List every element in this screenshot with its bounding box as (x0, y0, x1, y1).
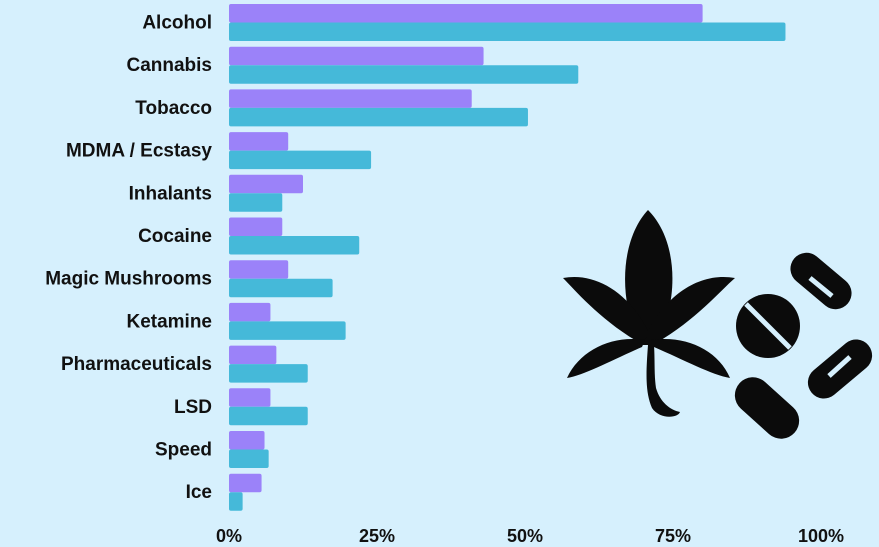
bar-series2 (229, 107, 528, 127)
x-tick-label: 75% (655, 526, 691, 546)
x-tick-label: 50% (507, 526, 543, 546)
x-tick-label: 25% (359, 526, 395, 546)
bar-series2 (229, 150, 372, 170)
x-tick-label: 0% (216, 526, 242, 546)
category-label: Alcohol (142, 13, 212, 34)
bar-series1 (229, 431, 265, 450)
category-labels: Alcohol Cannabis Tobacco MDMA / Ecstasy Inha… (45, 13, 212, 504)
bar-series2 (229, 65, 579, 84)
x-tick-label: 100% (798, 526, 844, 546)
bar-series2 (229, 278, 333, 298)
bar-series1 (229, 89, 472, 108)
category-label: Speed (155, 440, 212, 461)
bar-series1 (229, 4, 703, 23)
bar-series2 (229, 492, 243, 511)
bar-series2 (229, 193, 283, 212)
bar-series1 (229, 388, 271, 407)
bar-series1 (229, 132, 289, 151)
category-label: MDMA / Ecstasy (66, 141, 212, 162)
category-label: Tobacco (135, 98, 212, 119)
category-label: LSD (174, 397, 212, 418)
bar-series2 (229, 406, 308, 426)
bar-series2 (229, 236, 360, 255)
bar-series1 (229, 46, 484, 66)
x-tick-labels: 0% 25% 50% 75% 100% (216, 526, 844, 546)
bar-series1 (229, 302, 271, 322)
bar-series2 (229, 321, 346, 340)
bar-series1 (229, 217, 283, 236)
bar-series2 (229, 22, 786, 41)
bars-group (229, 4, 786, 511)
bar-series1 (229, 473, 262, 493)
category-label: Pharmaceuticals (61, 354, 212, 375)
category-label: Magic Mushrooms (45, 269, 212, 290)
pills-icon (734, 252, 873, 439)
category-label: Cocaine (138, 226, 212, 247)
category-label: Inhalants (129, 183, 212, 204)
category-label: Ketamine (126, 311, 212, 332)
bar-series1 (229, 174, 303, 194)
category-label: Ice (186, 482, 212, 503)
bar-series1 (229, 260, 289, 279)
cannabis-leaf-icon (563, 210, 735, 417)
bar-series1 (229, 345, 277, 365)
bar-series2 (229, 364, 308, 383)
bar-series2 (229, 449, 269, 468)
category-label: Cannabis (126, 55, 212, 76)
